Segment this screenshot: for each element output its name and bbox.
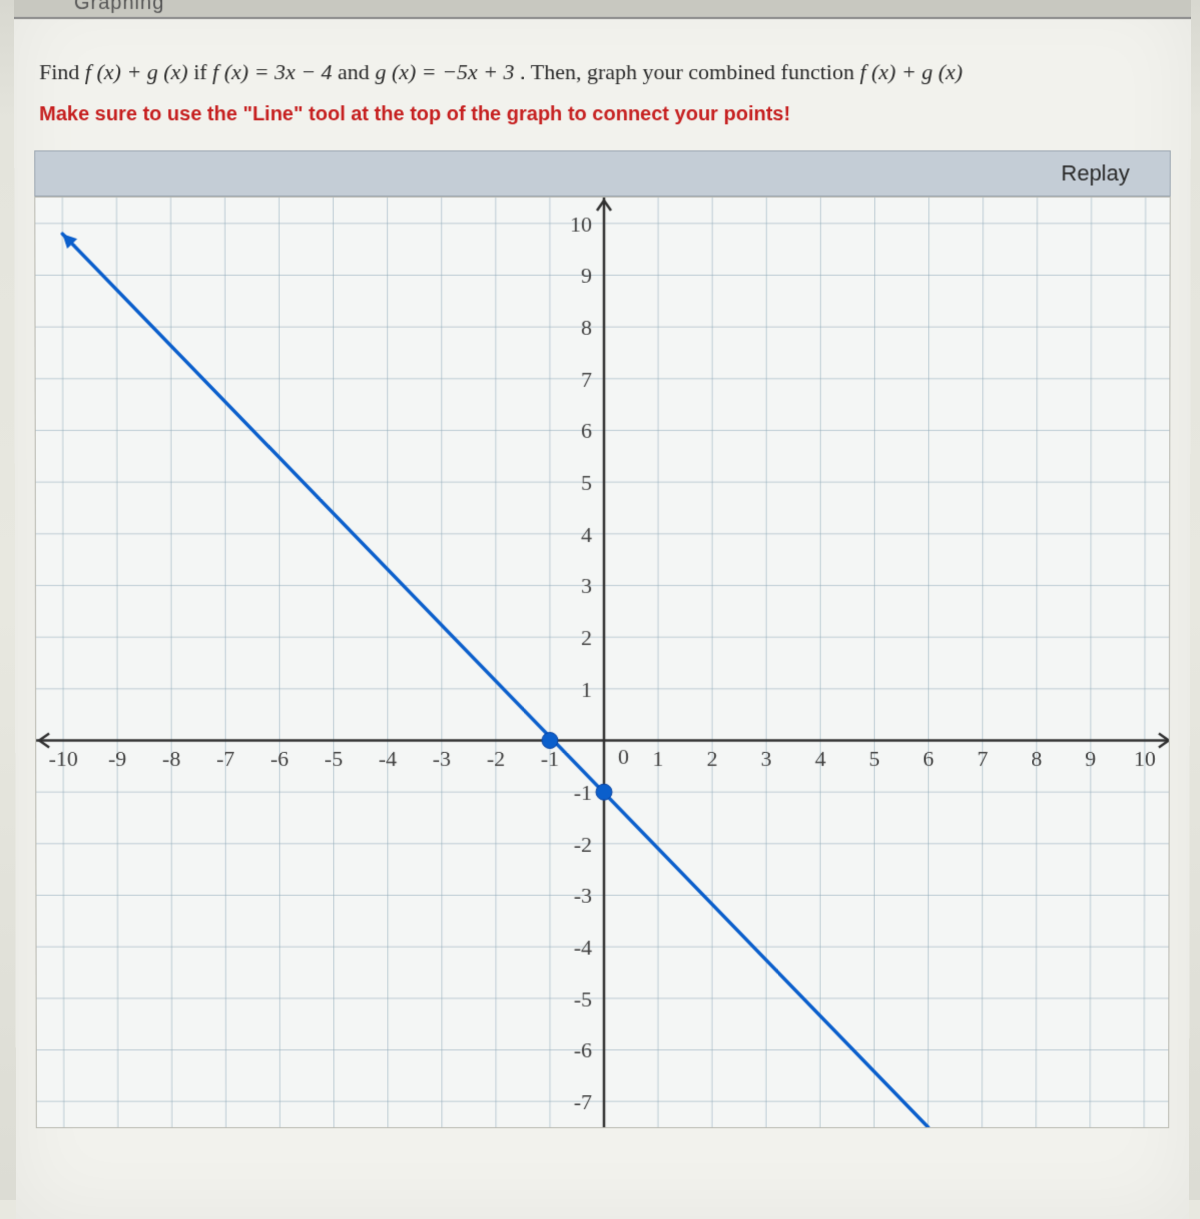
- svg-text:-2: -2: [487, 747, 505, 772]
- svg-text:4: 4: [581, 522, 592, 547]
- replay-bar: Replay: [34, 151, 1171, 197]
- q-expr3: g (x) = −5x + 3: [375, 59, 514, 84]
- svg-text:2: 2: [581, 625, 592, 650]
- svg-text:6: 6: [923, 747, 934, 772]
- svg-text:3: 3: [761, 747, 772, 772]
- svg-text:4: 4: [815, 747, 826, 772]
- q-expr1: f (x) + g (x): [85, 59, 188, 84]
- svg-text:10: 10: [570, 212, 592, 237]
- q-prefix: Find: [39, 59, 85, 84]
- svg-text:5: 5: [869, 747, 880, 772]
- svg-text:7: 7: [977, 747, 988, 772]
- svg-text:-4: -4: [379, 747, 397, 772]
- svg-text:-3: -3: [574, 883, 592, 908]
- q-expr2: f (x) = 3x − 4: [212, 59, 332, 84]
- svg-text:1: 1: [581, 677, 592, 702]
- replay-button[interactable]: Replay: [1061, 161, 1130, 187]
- svg-text:-6: -6: [270, 747, 288, 772]
- svg-text:0: 0: [618, 745, 629, 770]
- svg-text:-7: -7: [216, 747, 234, 772]
- svg-text:1: 1: [653, 747, 664, 772]
- svg-text:-8: -8: [162, 747, 180, 772]
- svg-text:7: 7: [581, 367, 592, 392]
- svg-text:10: 10: [1134, 747, 1156, 772]
- question-text: Find f (x) + g (x) if f (x) = 3x − 4 and…: [39, 54, 1166, 89]
- q-expr4: f (x) + g (x): [860, 59, 963, 84]
- q-mid3: . Then, graph your combined function: [520, 59, 860, 84]
- graph-svg[interactable]: -10 -9 -8 -7 -6 -5 -4 -3 -2 -1 1 2 3 4 5 6 7 8 9 10 0 -7 -6 -5 -…: [35, 198, 1170, 1128]
- svg-text:3: 3: [581, 574, 592, 599]
- svg-text:2: 2: [707, 747, 718, 772]
- q-mid2: and: [338, 59, 375, 84]
- svg-text:8: 8: [1031, 747, 1042, 772]
- title-text: Graphing: [74, 0, 164, 15]
- app-screen: Graphing Find f (x) + g (x) if f (x) = 3…: [14, 0, 1191, 1219]
- svg-text:-5: -5: [574, 987, 592, 1012]
- svg-text:8: 8: [581, 315, 592, 340]
- svg-text:-7: -7: [574, 1090, 592, 1115]
- q-mid1: if: [194, 59, 213, 84]
- svg-text:-5: -5: [324, 747, 342, 772]
- svg-text:-2: -2: [574, 832, 592, 857]
- svg-text:-1: -1: [541, 747, 559, 772]
- svg-text:-6: -6: [574, 1038, 592, 1063]
- svg-text:9: 9: [1085, 747, 1096, 772]
- svg-text:9: 9: [581, 263, 592, 288]
- svg-text:-1: -1: [574, 780, 592, 805]
- graph-area[interactable]: -10 -9 -8 -7 -6 -5 -4 -3 -2 -1 1 2 3 4 5 6 7 8 9 10 0 -7 -6 -5 -…: [34, 197, 1170, 1129]
- question-area: Find f (x) + g (x) if f (x) = 3x − 4 and…: [14, 19, 1191, 137]
- svg-text:-9: -9: [108, 747, 126, 772]
- svg-text:-3: -3: [433, 747, 451, 772]
- title-bar: Graphing: [14, 0, 1191, 19]
- svg-text:-4: -4: [574, 935, 592, 960]
- svg-text:6: 6: [581, 419, 592, 444]
- svg-text:-10: -10: [49, 747, 78, 772]
- svg-text:5: 5: [581, 470, 592, 495]
- instruction-text: Make sure to use the "Line" tool at the …: [39, 103, 1166, 126]
